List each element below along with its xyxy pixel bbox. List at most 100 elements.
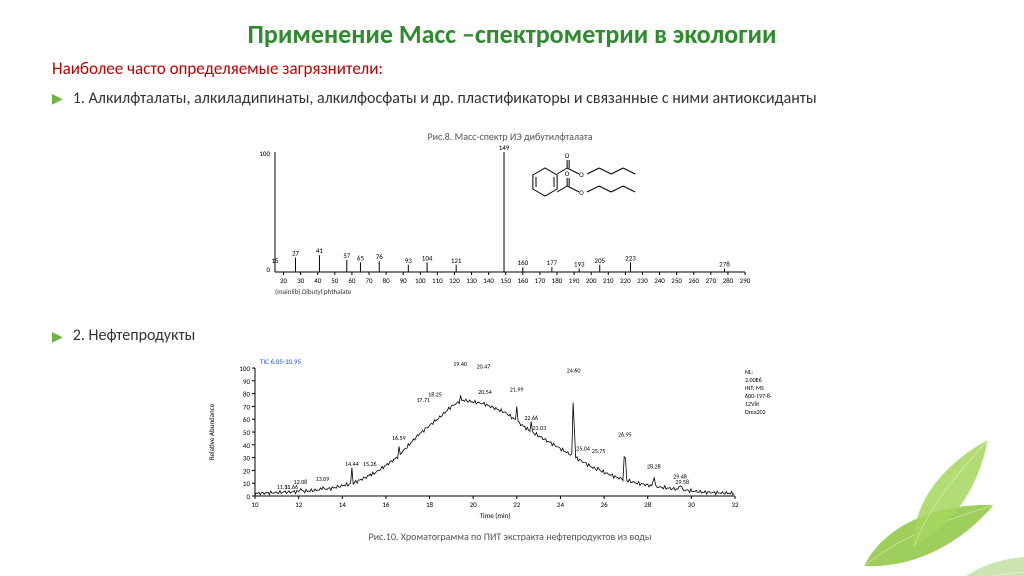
svg-text:80: 80 [383, 276, 391, 285]
svg-text:160: 160 [517, 276, 528, 285]
svg-text:100: 100 [415, 276, 426, 285]
svg-text:60: 60 [348, 276, 356, 285]
svg-text:100: 100 [259, 149, 270, 158]
svg-text:20: 20 [280, 276, 288, 285]
svg-text:18: 18 [426, 500, 434, 509]
svg-text:14: 14 [339, 500, 347, 509]
svg-text:TIC 6.05-30.95: TIC 6.05-30.95 [260, 357, 301, 366]
svg-text:26: 26 [601, 500, 609, 509]
svg-text:12: 12 [295, 500, 303, 509]
svg-text:28: 28 [644, 500, 652, 509]
svg-text:13.09: 13.09 [316, 475, 330, 483]
svg-text:90: 90 [243, 377, 251, 386]
svg-text:0: 0 [266, 265, 270, 274]
bullet-1-text: 1. Алкилфталаты, алкиладипинаты, алкилфо… [73, 88, 817, 110]
svg-text:20.47: 20.47 [477, 363, 491, 371]
svg-text:90: 90 [400, 276, 408, 285]
svg-text:190: 190 [569, 276, 580, 285]
svg-text:30: 30 [243, 454, 251, 463]
svg-text:Time (min): Time (min) [480, 511, 511, 520]
svg-text:60: 60 [243, 415, 251, 424]
svg-text:100: 100 [239, 364, 250, 373]
svg-text:10: 10 [251, 500, 259, 509]
svg-text:INT: MS: INT: MS [745, 384, 764, 392]
svg-text:250: 250 [671, 276, 682, 285]
svg-text:230: 230 [637, 276, 648, 285]
svg-text:22.66: 22.66 [524, 414, 538, 422]
svg-text:270: 270 [705, 276, 716, 285]
svg-text:18.25: 18.25 [428, 391, 442, 399]
svg-text:30: 30 [688, 500, 696, 509]
svg-text:40: 40 [243, 441, 251, 450]
svg-text:O: O [579, 188, 584, 197]
svg-text:21.99: 21.99 [510, 386, 524, 394]
svg-text:24: 24 [557, 500, 565, 509]
svg-text:12.08: 12.08 [294, 478, 308, 486]
svg-text:121: 121 [451, 256, 462, 265]
svg-text:30: 30 [297, 276, 305, 285]
figure-1-caption: Рис.8. Масс-спектр ИЭ дибутилфталата [240, 130, 780, 143]
svg-text:Relative Abundance: Relative Abundance [207, 403, 216, 460]
svg-text:23.03: 23.03 [532, 424, 546, 432]
svg-text:10: 10 [243, 479, 251, 488]
svg-text:210: 210 [603, 276, 614, 285]
svg-text:70: 70 [365, 276, 373, 285]
svg-text:19.40: 19.40 [453, 360, 467, 368]
svg-text:14.44: 14.44 [345, 460, 359, 468]
svg-text:20.54: 20.54 [478, 388, 492, 396]
svg-text:(mainlib) Dibutyl phthalate: (mainlib) Dibutyl phthalate [275, 287, 352, 296]
svg-text:290: 290 [740, 276, 751, 285]
bullet-2: ▶ 2. Нефтепродукты [52, 326, 195, 348]
svg-text:278: 278 [719, 259, 730, 268]
svg-text:193: 193 [574, 259, 585, 268]
svg-text:65: 65 [357, 253, 365, 262]
svg-text:Drea202: Drea202 [745, 408, 766, 416]
svg-text:NL:: NL: [745, 368, 753, 376]
svg-text:40: 40 [314, 276, 322, 285]
svg-text:2.00E6: 2.00E6 [745, 376, 762, 384]
bullet-1: ▶ 1. Алкилфталаты, алкиладипинаты, алкил… [52, 88, 982, 110]
svg-text:200: 200 [586, 276, 597, 285]
svg-text:O: O [565, 151, 570, 160]
svg-text:93: 93 [405, 256, 413, 265]
figure-1-mass-spectrum: Рис.8. Масс-спектр ИЭ дибутилфталата 100… [240, 130, 780, 310]
svg-text:110: 110 [432, 276, 443, 285]
svg-text:177: 177 [547, 258, 558, 267]
svg-text:20: 20 [243, 466, 251, 475]
svg-text:27: 27 [292, 249, 300, 258]
figure-2-caption: Рис.10. Хроматограмма по ПИТ экстракта н… [200, 530, 820, 543]
svg-text:25.04: 25.04 [576, 444, 590, 452]
svg-text:16.59: 16.59 [392, 434, 406, 442]
svg-text:280: 280 [723, 276, 734, 285]
svg-text:76: 76 [376, 252, 384, 261]
svg-text:80: 80 [243, 390, 251, 399]
bullet-2-text: 2. Нефтепродукты [73, 326, 196, 345]
bullet-marker-icon: ▶ [52, 326, 63, 348]
svg-text:50: 50 [331, 276, 339, 285]
svg-text:57: 57 [343, 251, 351, 260]
svg-text:140: 140 [483, 276, 494, 285]
svg-text:149: 149 [499, 143, 510, 152]
svg-text:29.58: 29.58 [675, 478, 689, 486]
svg-text:26.95: 26.95 [618, 430, 632, 438]
figure-2-chromatogram: 0102030405060708090100Relative Abundance… [200, 350, 820, 550]
svg-text:104: 104 [422, 253, 433, 262]
svg-text:120: 120 [449, 276, 460, 285]
svg-text:205: 205 [594, 256, 605, 265]
svg-text:223: 223 [625, 253, 636, 262]
svg-text:32: 32 [731, 500, 739, 509]
svg-text:28.28: 28.28 [647, 462, 661, 470]
svg-text:O: O [565, 169, 570, 178]
svg-text:22: 22 [513, 500, 521, 509]
svg-text:15.26: 15.26 [363, 460, 377, 468]
svg-text:600-197-8-: 600-197-8- [745, 392, 772, 400]
svg-text:180: 180 [552, 276, 563, 285]
svg-text:20: 20 [470, 500, 478, 509]
svg-text:150: 150 [500, 276, 511, 285]
svg-text:260: 260 [688, 276, 699, 285]
svg-text:O: O [579, 170, 584, 179]
svg-text:130: 130 [466, 276, 477, 285]
svg-text:41: 41 [316, 246, 324, 255]
svg-text:25.75: 25.75 [592, 447, 606, 455]
slide-title: Применение Масс –спектрометрии в экологи… [0, 18, 1024, 50]
